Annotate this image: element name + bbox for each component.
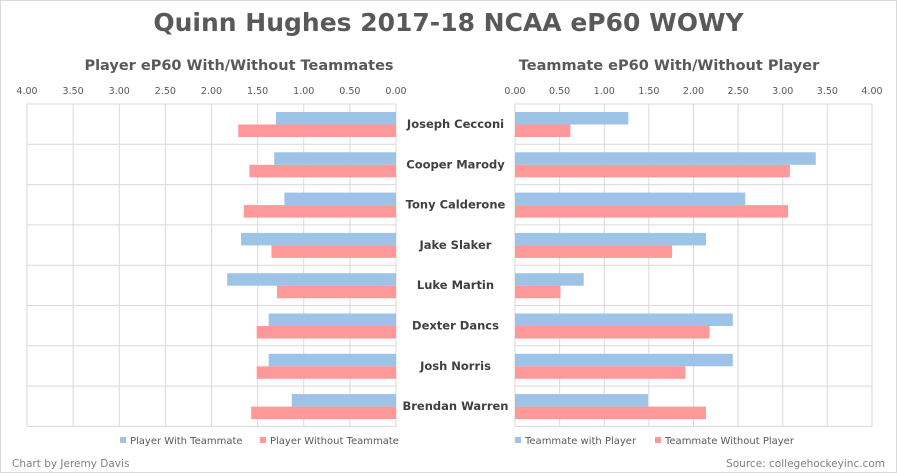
x-tick-label: 4.00: [861, 86, 882, 97]
x-tick-label: 3.50: [817, 86, 838, 97]
legend-swatch: [515, 437, 521, 443]
bar-without: [515, 245, 673, 258]
bar-without: [515, 164, 790, 178]
bar-without: [515, 285, 561, 299]
x-tick-label: 0.00: [385, 86, 406, 97]
bar-without: [243, 205, 396, 218]
panel-title-1: Teammate eP60 With/Without Player: [519, 58, 820, 74]
x-tick-label: 3.50: [63, 86, 84, 97]
bar-with: [515, 273, 584, 286]
bar-with: [515, 112, 629, 125]
category-label: Joseph Cecconi: [406, 117, 504, 131]
bar-without: [256, 326, 396, 339]
panel-title-0: Player eP60 With/Without Teammates: [84, 58, 393, 74]
x-tick-label: 1.50: [638, 86, 659, 97]
bar-without: [515, 366, 686, 379]
legend-swatch: [655, 437, 661, 443]
legend-label: Teammate with Player: [524, 436, 637, 447]
bar-without: [515, 205, 789, 218]
category-label: Tony Calderone: [406, 198, 506, 212]
category-label: Luke Martin: [417, 278, 494, 292]
bar-with: [268, 353, 396, 367]
bar-without: [515, 124, 571, 137]
footer-source: Source: collegehockeyinc.com: [726, 458, 885, 470]
legend-label: Player Without Teammate: [270, 436, 399, 447]
bar-with: [515, 192, 746, 206]
x-tick-label: 1.50: [247, 86, 268, 97]
category-label: Cooper Marody: [406, 157, 505, 171]
x-tick-label: 0.50: [549, 86, 570, 97]
x-tick-label: 1.00: [293, 86, 314, 97]
bar-with: [274, 152, 396, 165]
x-tick-label: 2.00: [683, 86, 704, 97]
bar-with: [515, 353, 733, 367]
category-label: Brendan Warren: [403, 399, 509, 413]
bar-with: [276, 112, 396, 125]
legend-label: Teammate Without Player: [664, 436, 795, 447]
x-tick-label: 3.00: [772, 86, 793, 97]
legend-swatch: [260, 437, 266, 443]
bar-without: [251, 406, 396, 420]
bar-with: [291, 394, 396, 407]
bar-without: [271, 245, 396, 258]
x-tick-label: 3.00: [109, 86, 130, 97]
x-tick-label: 0.50: [339, 86, 360, 97]
bar-without: [256, 366, 396, 379]
bar-with: [515, 152, 816, 165]
bar-with: [515, 232, 706, 246]
bar-with: [268, 313, 396, 326]
bar-without: [276, 285, 396, 299]
x-tick-label: 0.00: [504, 86, 525, 97]
x-tick-label: 1.00: [594, 86, 615, 97]
x-tick-label: 2.50: [728, 86, 749, 97]
legend-swatch: [120, 437, 126, 443]
category-label: Dexter Dancs: [412, 319, 499, 333]
chart-title: Quinn Hughes 2017-18 NCAA eP60 WOWY: [153, 8, 744, 37]
bar-without: [249, 164, 396, 178]
bar-with: [241, 232, 396, 246]
legend-label: Player With Teammate: [130, 436, 243, 447]
x-tick-label: 2.50: [155, 86, 176, 97]
category-label: Jake Slaker: [419, 238, 492, 252]
bar-without: [515, 406, 706, 420]
x-tick-label: 2.00: [201, 86, 222, 97]
bar-with: [227, 273, 396, 286]
bar-with: [284, 192, 396, 206]
category-label: Josh Norris: [419, 359, 491, 373]
x-tick-label: 4.00: [16, 86, 37, 97]
bar-with: [515, 394, 648, 407]
bar-with: [515, 313, 733, 326]
bar-without: [238, 124, 396, 137]
bar-without: [515, 326, 710, 339]
footer-credit: Chart by Jeremy Davis: [12, 458, 129, 470]
